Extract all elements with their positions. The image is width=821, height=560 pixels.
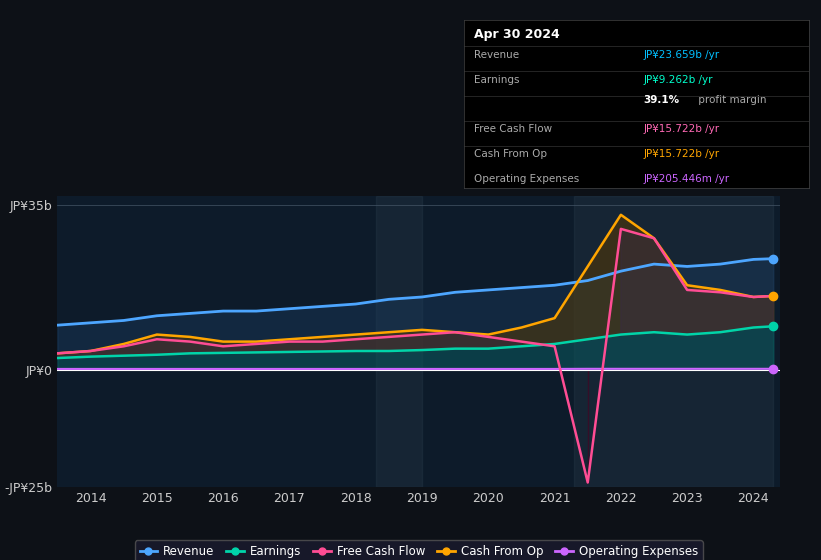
Text: Revenue: Revenue bbox=[475, 50, 520, 60]
Text: JP¥9.262b /yr: JP¥9.262b /yr bbox=[643, 75, 713, 85]
Text: profit margin: profit margin bbox=[695, 95, 766, 105]
Text: JP¥15.722b /yr: JP¥15.722b /yr bbox=[643, 124, 719, 134]
Text: Free Cash Flow: Free Cash Flow bbox=[475, 124, 553, 134]
Legend: Revenue, Earnings, Free Cash Flow, Cash From Op, Operating Expenses: Revenue, Earnings, Free Cash Flow, Cash … bbox=[135, 540, 703, 560]
Text: 39.1%: 39.1% bbox=[643, 95, 679, 105]
Text: Earnings: Earnings bbox=[475, 75, 520, 85]
Text: Apr 30 2024: Apr 30 2024 bbox=[475, 28, 560, 41]
Text: Operating Expenses: Operating Expenses bbox=[475, 174, 580, 184]
Text: Cash From Op: Cash From Op bbox=[475, 149, 548, 159]
Bar bbox=[376, 196, 422, 487]
Text: JP¥23.659b /yr: JP¥23.659b /yr bbox=[643, 50, 719, 60]
Text: JP¥205.446m /yr: JP¥205.446m /yr bbox=[643, 174, 729, 184]
Text: JP¥15.722b /yr: JP¥15.722b /yr bbox=[643, 149, 719, 159]
Bar bbox=[575, 196, 773, 487]
